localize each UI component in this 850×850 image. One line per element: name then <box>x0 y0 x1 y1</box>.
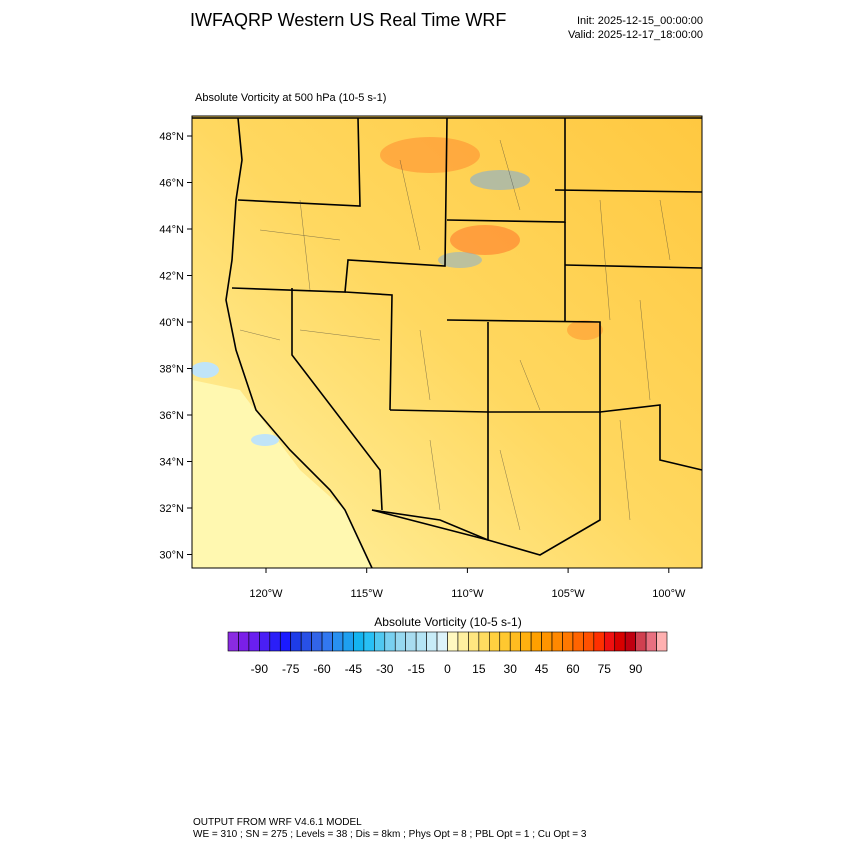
colorbar-box <box>447 631 459 652</box>
vort-min <box>470 170 530 190</box>
colorbar-box <box>593 631 605 652</box>
colorbar-label: -30 <box>376 662 394 676</box>
lon-tick-label: 105°W <box>552 588 586 600</box>
colorbar-label: -15 <box>407 662 425 676</box>
colorbar-box <box>405 631 417 652</box>
colorbar-box <box>614 631 626 652</box>
colorbar-box <box>583 631 595 652</box>
colorbar-box <box>624 631 636 652</box>
map-frame <box>191 115 703 569</box>
colorbar-box <box>603 631 616 652</box>
colorbar-box <box>311 631 323 652</box>
colorbar-box <box>415 631 427 652</box>
lon-axis: 120°W 115°W 110°W 105°W 100°W <box>249 568 686 600</box>
colorbar-box <box>259 631 271 652</box>
colorbar-label: 60 <box>566 662 580 676</box>
lat-tick-label: 30°N <box>159 550 184 562</box>
colorbar-label: -90 <box>251 662 269 676</box>
lat-tick-label: 36°N <box>159 410 184 422</box>
lat-axis: 48°N 46°N 44°N 42°N 40°N 38°N 36°N 34°N 32°N 30°N <box>159 131 192 562</box>
colorbar-box <box>227 631 239 652</box>
vort-min <box>438 252 482 268</box>
map-subtitle: Absolute Vorticity at 500 hPa (10-5 s-1) <box>195 92 386 104</box>
borders <box>192 117 703 569</box>
colorbar-label: 15 <box>472 662 486 676</box>
ocean-field <box>192 380 372 568</box>
colorbar-box <box>468 631 480 652</box>
colorbar-box <box>248 631 260 652</box>
colorbar-box <box>530 631 542 652</box>
colorbar-label: -45 <box>345 662 363 676</box>
colorbar-box <box>457 631 469 652</box>
counties <box>239 139 671 531</box>
colorbar-box <box>279 631 292 652</box>
colorbar-box <box>269 631 281 652</box>
init-time: Init: 2025-12-15_00:00:00 <box>577 15 703 27</box>
colorbar-box <box>394 631 406 652</box>
colorbar-label: -60 <box>313 662 331 676</box>
lat-tick-label: 34°N <box>159 457 184 469</box>
vort-max <box>450 225 520 255</box>
colorbar-box <box>656 631 668 652</box>
vort-max <box>380 137 480 173</box>
colorbar-box <box>562 631 574 652</box>
vort-max <box>567 320 603 340</box>
lat-tick-label: 40°N <box>159 317 184 329</box>
colorbar-box <box>353 631 365 652</box>
map: 48°N 46°N 44°N 42°N 40°N 38°N 36°N 34°N 32°N 30°N… <box>159 115 703 600</box>
colorbar-box <box>572 631 584 652</box>
colorbar-box <box>426 631 438 652</box>
lon-tick-label: 115°W <box>351 588 384 600</box>
colorbar-label: 30 <box>504 662 518 676</box>
colorbar-box <box>551 631 563 652</box>
lat-tick-label: 48°N <box>159 131 184 143</box>
lat-tick-label: 32°N <box>159 503 184 515</box>
lat-tick-label: 42°N <box>159 271 184 283</box>
colorbar-box <box>290 631 302 652</box>
lat-tick-label: 38°N <box>159 364 184 376</box>
lat-tick-label: 44°N <box>159 224 184 236</box>
colorbar-box <box>332 631 344 652</box>
colorbar-box <box>489 631 501 652</box>
lon-tick-label: 120°W <box>249 588 283 600</box>
colorbar-box <box>509 631 521 652</box>
vort-min <box>251 434 279 446</box>
lat-tick-label: 46°N <box>159 178 184 190</box>
colorbar-label: 90 <box>629 662 643 676</box>
colorbar-box <box>374 631 386 652</box>
colorbar-box <box>363 631 375 652</box>
colorbar-box <box>520 631 532 652</box>
colorbar: -90 -75 -60 -45 -30 -15 0 15 30 45 60 75 90 <box>227 631 668 676</box>
lon-tick-label: 100°W <box>652 588 686 600</box>
lon-tick-label: 110°W <box>451 588 484 600</box>
colorbar-box <box>541 631 553 652</box>
colorbar-label: 75 <box>598 662 612 676</box>
colorbar-label: 0 <box>444 662 451 676</box>
title: IWFAQRP Western US Real Time WRF <box>190 10 506 30</box>
colorbar-box <box>384 631 396 652</box>
footer-line: WE = 310 ; SN = 275 ; Levels = 38 ; Dis … <box>193 829 587 840</box>
colorbar-box <box>499 631 511 652</box>
valid-time: Valid: 2025-12-17_18:00:00 <box>568 29 703 41</box>
colorbar-box <box>238 631 250 652</box>
colorbar-box <box>436 631 448 652</box>
colorbar-title: Absolute Vorticity (10-5 s-1) <box>374 615 521 629</box>
footer-line: OUTPUT FROM WRF V4.6.1 MODEL <box>193 817 362 828</box>
colorbar-box <box>635 631 647 652</box>
colorbar-box <box>342 631 354 652</box>
colorbar-box <box>321 631 333 652</box>
colorbar-label: -75 <box>282 662 300 676</box>
colorbar-box <box>645 631 657 652</box>
vort-min <box>191 362 219 378</box>
colorbar-label: 45 <box>535 662 549 676</box>
colorbar-box <box>300 631 312 652</box>
colorbar-box <box>478 631 490 652</box>
